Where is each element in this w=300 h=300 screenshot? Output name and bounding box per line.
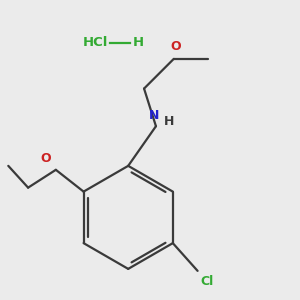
Text: O: O: [170, 40, 181, 53]
Text: N: N: [149, 109, 159, 122]
Text: Cl: Cl: [201, 275, 214, 288]
Text: O: O: [40, 152, 51, 165]
Text: HCl: HCl: [83, 37, 108, 50]
Text: H: H: [133, 37, 144, 50]
Text: H: H: [164, 115, 174, 128]
